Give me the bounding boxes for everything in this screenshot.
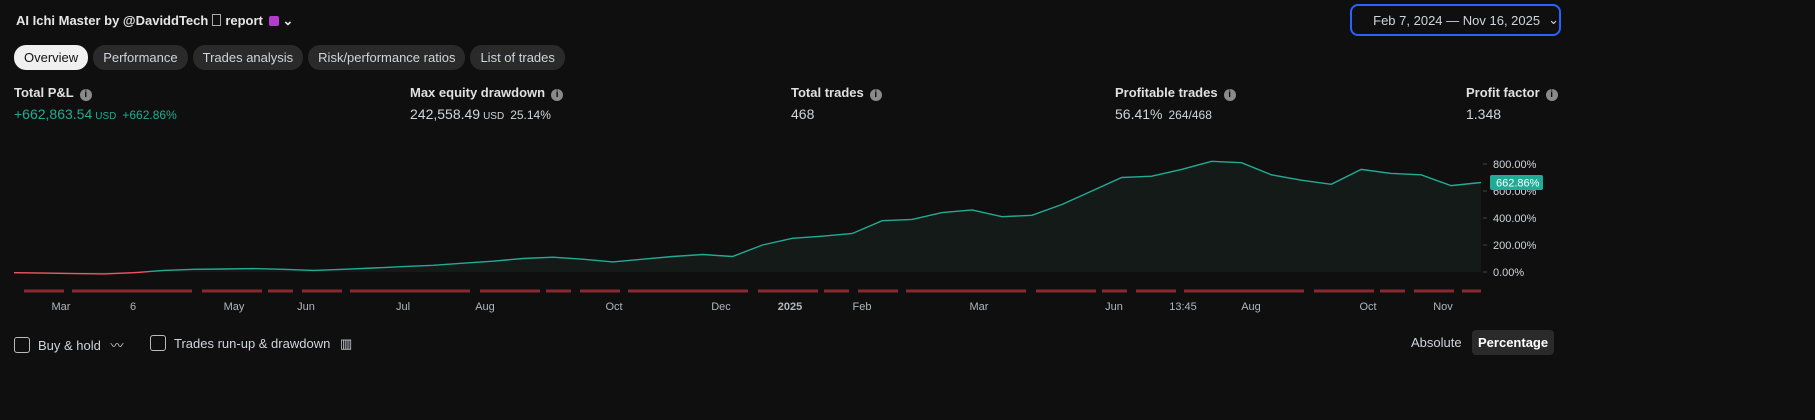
metric-value-row: 468	[791, 106, 882, 122]
checkbox[interactable]	[14, 337, 30, 353]
last-value-tag	[1490, 175, 1543, 191]
x-tick-label: Jun	[297, 301, 315, 313]
report-word: report	[225, 13, 263, 28]
y-tick-label: 200.00%	[1493, 240, 1537, 252]
info-icon: i	[1545, 89, 1558, 101]
metric-value: +662,863.54	[14, 106, 93, 122]
metric-extra: 264/468	[1168, 108, 1212, 122]
tab-bar: Overview Performance Trades analysis Risk/p…	[14, 45, 565, 70]
x-tick-label: Oct	[1359, 301, 1376, 313]
x-tick-label: Aug	[1241, 301, 1261, 313]
tab[interactable]: List of trades	[470, 45, 565, 70]
equity-line	[13, 160, 1482, 275]
mode-button[interactable]: Percentage	[1472, 330, 1555, 355]
metric: Profitable trades i 56.41% 264/468	[1115, 85, 1236, 122]
x-tick-label: 6	[130, 301, 136, 313]
y-tick-label: 800.00%	[1493, 159, 1537, 171]
metric-label: Total P&L i	[14, 85, 177, 101]
metric-label: Total trades i	[791, 85, 882, 101]
x-tick-label: Mar	[970, 301, 989, 313]
metric-unit: USD	[95, 111, 117, 122]
info-icon: i	[551, 89, 564, 101]
metric-label-text: Max equity drawdown	[410, 85, 546, 100]
checkbox[interactable]	[150, 335, 166, 351]
metric-label-text: Total P&L	[14, 85, 74, 100]
metric: Total P&L i +662,863.54 USD +662.86%	[14, 85, 177, 122]
option[interactable]: Buy & hold 〰	[14, 335, 124, 354]
report-title: AI Ichi Master by @DaviddTech report ⌄	[16, 13, 293, 29]
y-tick-label: 400.00%	[1493, 213, 1537, 225]
tab[interactable]: Performance	[93, 45, 188, 70]
tab[interactable]: Trades analysis	[192, 45, 304, 70]
metric-label-text: Profitable trades	[1115, 85, 1218, 100]
tab[interactable]: Overview	[14, 45, 89, 70]
chevron: ⌄	[1548, 12, 1559, 27]
option-label: Buy & hold	[38, 338, 101, 353]
x-tick-label: Dec	[711, 301, 731, 313]
metric-value-row: +662,863.54 USD +662.86%	[14, 106, 177, 122]
y-tick-label: 0.00%	[1493, 267, 1524, 279]
equity-area	[14, 161, 1481, 274]
metric-value-row: 1.348	[1466, 106, 1558, 122]
tab[interactable]: Risk/performance ratios	[308, 45, 466, 70]
x-tick-label: Oct	[605, 301, 622, 313]
x-tick-label: 13:45	[1169, 301, 1197, 313]
x-tick-label: Jun	[1105, 301, 1123, 313]
date-range-button[interactable]: Feb 7, 2024 — Nov 16, 2025 ⌄	[1350, 4, 1561, 36]
x-tick-label: 2025	[778, 301, 802, 313]
metric-label: Profitable trades i	[1115, 85, 1236, 101]
last-value-label: 662.86%	[1496, 178, 1540, 190]
metric-unit: USD	[483, 111, 505, 122]
x-tick-label: Feb	[853, 301, 872, 313]
x-tick-label: Nov	[1433, 301, 1453, 313]
metric-label-text: Profit factor	[1466, 85, 1540, 100]
date-range: Feb 7, 2024 — Nov 16, 2025	[1373, 12, 1541, 28]
metric-label-text: Total trades	[791, 85, 864, 100]
metric-value: 242,558.49	[410, 106, 481, 122]
metric-value-row: 56.41% 264/468	[1115, 106, 1236, 122]
metric-extra: +662.86%	[122, 108, 177, 122]
metric-value: 56.41%	[1115, 106, 1163, 122]
info-icon: i	[869, 89, 882, 101]
glyph	[212, 14, 222, 26]
option-label: Trades run-up & drawdown	[174, 336, 331, 351]
x-tick-label: Mar	[52, 301, 71, 313]
metric-value: 468	[791, 106, 815, 122]
x-tick-label: May	[224, 301, 245, 313]
info-icon: i	[79, 89, 92, 101]
strategy-name: AI Ichi Master by @DaviddTech	[16, 13, 209, 28]
metric: Profit factor i 1.348	[1466, 85, 1558, 122]
x-tick-label: Jul	[396, 301, 410, 313]
metric: Total trades i 468	[791, 85, 882, 122]
info-icon: i	[1223, 89, 1236, 101]
metric-label: Max equity drawdown i	[410, 85, 564, 101]
mode-button[interactable]: Absolute	[1411, 335, 1462, 350]
metric-value-row: 242,558.49 USD 25.14%	[410, 106, 563, 122]
calendar-icon	[268, 16, 279, 26]
metric: Max equity drawdown i 242,558.49 USD 25.14%	[410, 85, 564, 122]
metric-label: Profit factor i	[1466, 85, 1558, 101]
metric-extra: 25.14%	[510, 108, 551, 122]
x-tick-label: Aug	[475, 301, 495, 313]
chevron: ⌄	[282, 13, 294, 28]
metric-value: 1.348	[1466, 106, 1502, 122]
option[interactable]: Trades run-up & drawdown ▥	[150, 335, 352, 352]
